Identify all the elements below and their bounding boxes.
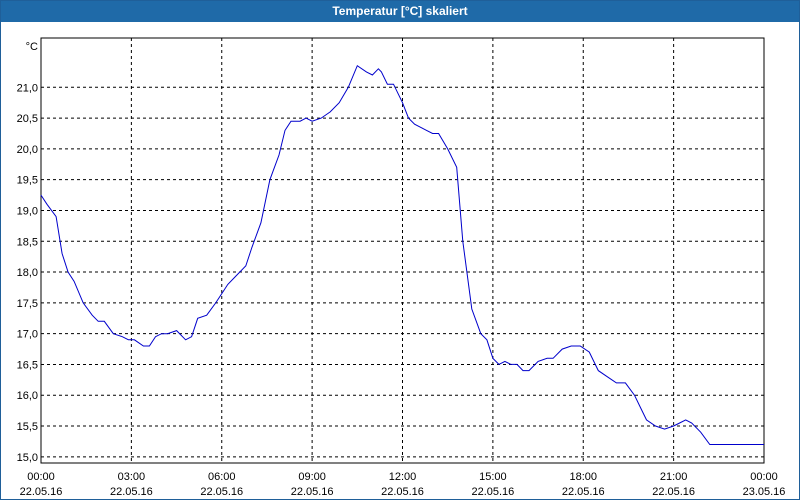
x-tick-time-label: 21:00 [660, 471, 688, 483]
x-tick-date-label: 22.05.16 [200, 486, 243, 498]
x-tick-date-label: 22.05.16 [381, 486, 424, 498]
x-tick-date-label: 22.05.16 [652, 486, 695, 498]
y-tick-label: 15,0 [17, 452, 38, 464]
x-tick-time-label: 03:00 [118, 471, 146, 483]
x-tick-date-label: 22.05.16 [471, 486, 514, 498]
x-tick-date-label: 22.05.16 [291, 486, 334, 498]
temperature-series-line [40, 64, 764, 445]
y-tick-label: 18,0 [17, 267, 38, 279]
x-tick-time-label: 18:00 [569, 471, 597, 483]
x-tick-time-label: 00:00 [750, 471, 778, 483]
x-tick-time-label: 12:00 [389, 471, 417, 483]
y-tick-label: 19,5 [17, 175, 38, 187]
x-tick-date-label: 22.05.16 [562, 486, 605, 498]
y-unit-label: °C [26, 41, 38, 53]
x-tick-date-label: 22.05.16 [20, 486, 63, 498]
y-tick-label: 20,5 [17, 113, 38, 125]
y-tick-label: 17,0 [17, 329, 38, 341]
y-tick-label: 20,0 [17, 144, 38, 156]
x-axis: 00:00 22.05.16 03:00 22.05.16 06:00 22.05.16 0… [20, 471, 786, 498]
y-tick-label: 17,5 [17, 298, 38, 310]
x-tick-date-label: 22.05.16 [110, 486, 153, 498]
y-tick-label: 21,0 [17, 82, 38, 94]
x-tick-time-label: 15:00 [479, 471, 507, 483]
x-tick-time-label: 00:00 [27, 471, 55, 483]
x-tick-time-label: 09:00 [298, 471, 326, 483]
y-tick-label: 15,5 [17, 421, 38, 433]
x-tick-date-label: 23.05.16 [743, 486, 786, 498]
y-axis: 15,0 15,5 16,0 16,5 17,0 17,5 18,0 18,5 19,0 19,5… [17, 82, 38, 464]
y-tick-label: 16,5 [17, 359, 38, 371]
grid-lines [41, 38, 764, 463]
x-tick-time-label: 06:00 [208, 471, 236, 483]
chart-title: Temperatur [°C] skaliert [1, 1, 799, 22]
y-tick-label: 18,5 [17, 236, 38, 248]
y-tick-label: 16,0 [17, 390, 38, 402]
y-tick-label: 19,0 [17, 205, 38, 217]
